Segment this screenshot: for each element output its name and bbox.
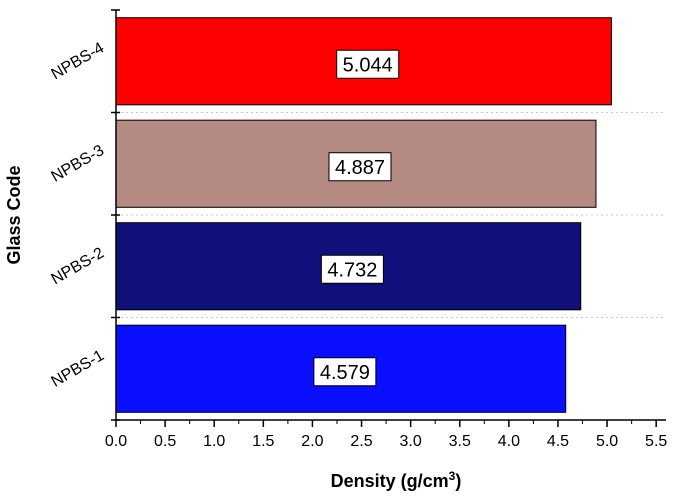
data-label-box	[336, 49, 400, 79]
x-tick-label: 2.0	[301, 433, 323, 450]
data-label: 4.732	[327, 259, 377, 281]
data-label-box	[313, 357, 377, 387]
x-tick-label: 1.0	[203, 433, 225, 450]
x-tick-label: 3.5	[449, 433, 471, 450]
x-tick-label: 4.0	[498, 433, 520, 450]
y-axis-title: Glass Code	[4, 165, 24, 264]
x-tick-label: 0.0	[105, 433, 127, 450]
category-label: NPBS-2	[48, 244, 107, 288]
x-tick-label: 3.0	[400, 433, 422, 450]
data-label: 5.044	[343, 54, 393, 76]
data-label-box	[320, 254, 384, 284]
x-tick-label: 0.5	[154, 433, 176, 450]
grid-layer	[116, 112, 666, 318]
x-tick-label: 5.5	[645, 433, 667, 450]
x-tick-label: 5.0	[596, 433, 618, 450]
x-tick-label: 1.5	[252, 433, 274, 450]
data-label: 4.579	[320, 362, 370, 384]
x-tick-label: 2.5	[350, 433, 372, 450]
data-label-box	[328, 152, 392, 182]
x-tick-label: 4.5	[547, 433, 569, 450]
category-label: NPBS-4	[48, 39, 107, 83]
category-label: NPBS-3	[48, 142, 107, 186]
x-axis-title: Density (g/cm3)	[331, 469, 462, 491]
axes-layer	[111, 9, 666, 427]
data-label: 4.887	[335, 157, 385, 179]
category-label: NPBS-1	[48, 347, 107, 391]
